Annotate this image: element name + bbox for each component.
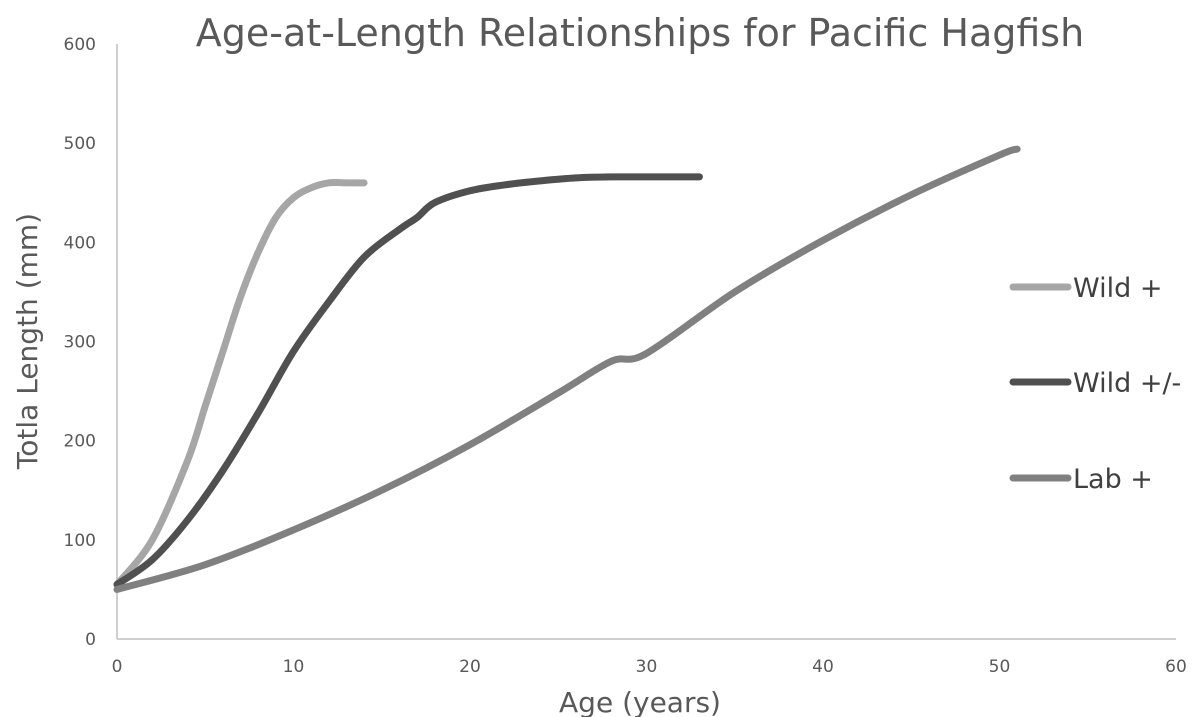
y-tick-label: 400 <box>64 233 96 253</box>
y-tick-label: 500 <box>64 134 96 154</box>
y-tick-label: 600 <box>64 35 96 55</box>
x-tick-label: 50 <box>989 657 1011 677</box>
x-tick-label: 0 <box>112 657 123 677</box>
x-tick-labels: 0 10 20 30 40 50 60 <box>112 657 1187 677</box>
series-line-1 <box>113 173 703 588</box>
x-tick-label: 60 <box>1165 657 1187 677</box>
y-axis-title: Totla Length (mm) <box>11 213 44 470</box>
plot-area <box>113 145 1021 593</box>
chart-title: Age-at-Length Relationships for Pacific … <box>196 11 1084 55</box>
x-tick-label: 20 <box>459 657 481 677</box>
y-tick-label: 300 <box>64 333 96 353</box>
x-tick-label: 10 <box>283 657 305 677</box>
x-tick-label: 40 <box>812 657 834 677</box>
y-tick-label: 100 <box>64 531 96 551</box>
legend-label-1: Wild +/- <box>1073 368 1181 399</box>
y-tick-label: 0 <box>85 630 96 650</box>
legend-label-0: Wild + <box>1073 273 1162 304</box>
legend-label-2: Lab + <box>1073 464 1153 495</box>
x-tick-label: 30 <box>636 657 658 677</box>
y-tick-labels: 0 100 200 300 400 500 600 <box>64 35 96 650</box>
y-tick-label: 200 <box>64 432 96 452</box>
x-axis-title: Age (years) <box>559 686 721 717</box>
legend: Wild + Wild +/- Lab + <box>1009 273 1181 495</box>
series-line-2 <box>113 145 1021 593</box>
series-line-0 <box>113 178 368 588</box>
